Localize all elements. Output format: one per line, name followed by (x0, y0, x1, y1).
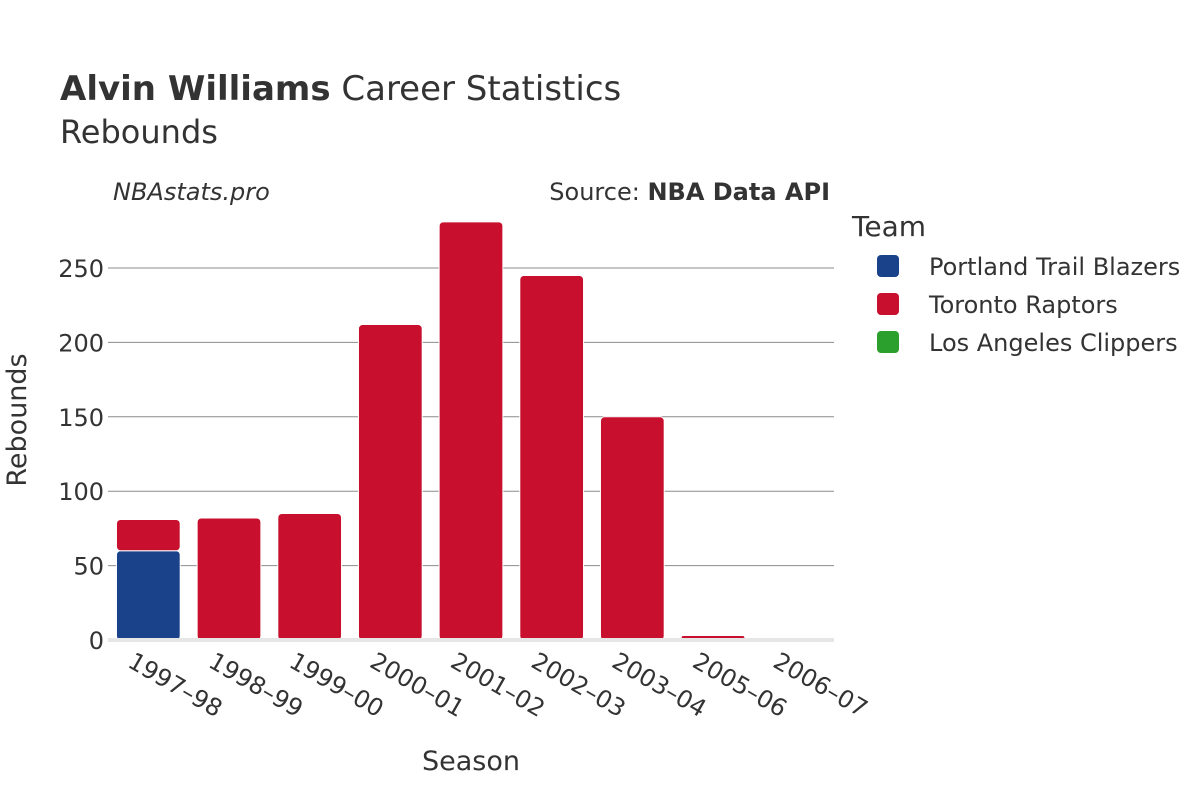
title-suffix: Career Statistics (331, 69, 622, 109)
chart-title: Alvin Williams Career Statistics (60, 69, 621, 109)
source-line: Source: NBA Data API (549, 178, 830, 206)
y-tick-label: 50 (73, 553, 104, 581)
player-name: Alvin Williams (60, 69, 331, 109)
watermark: NBAstats.pro (113, 178, 270, 206)
legend-swatch (877, 293, 899, 315)
bar-toronto-raptors-1999–00 (277, 513, 343, 641)
bar-toronto-raptors-1998–99 (196, 517, 262, 641)
y-tick-labels: 0 50 100 150 200 250 (58, 255, 104, 655)
y-tick-label: 250 (58, 255, 104, 283)
y-tick-label: 150 (58, 404, 104, 432)
source-name: NBA Data API (647, 178, 830, 206)
x-tick-labels: 1997–981998–991999–002000–012001–022002–… (123, 647, 872, 723)
bar-toronto-raptors-2003–04 (599, 416, 665, 641)
legend-title: Team (851, 210, 926, 243)
legend: Portland Trail Blazers Toronto Raptors Los… (877, 253, 1180, 357)
bar-toronto-raptors-2001–02 (438, 221, 504, 641)
y-tick-label: 100 (58, 478, 104, 506)
y-tick-label: 0 (89, 627, 104, 655)
y-tick-label: 200 (58, 329, 104, 357)
legend-label: Portland Trail Blazers (929, 253, 1180, 281)
y-axis-title: Rebounds (2, 353, 33, 486)
bars (115, 221, 827, 641)
chart-subtitle: Rebounds (60, 113, 218, 151)
legend-label: Toronto Raptors (928, 291, 1118, 319)
bar-toronto-raptors-2002–03 (519, 274, 585, 641)
x-axis-title: Season (422, 746, 520, 777)
legend-label: Los Angeles Clippers (929, 329, 1178, 357)
source-prefix: Source: (549, 178, 647, 206)
bar-portland-trail-blazers-1997–98 (115, 550, 181, 641)
legend-swatch (877, 331, 899, 353)
bar-toronto-raptors-2000–01 (357, 324, 423, 641)
bar-toronto-raptors-1997–98 (115, 518, 181, 552)
legend-swatch (877, 255, 899, 277)
